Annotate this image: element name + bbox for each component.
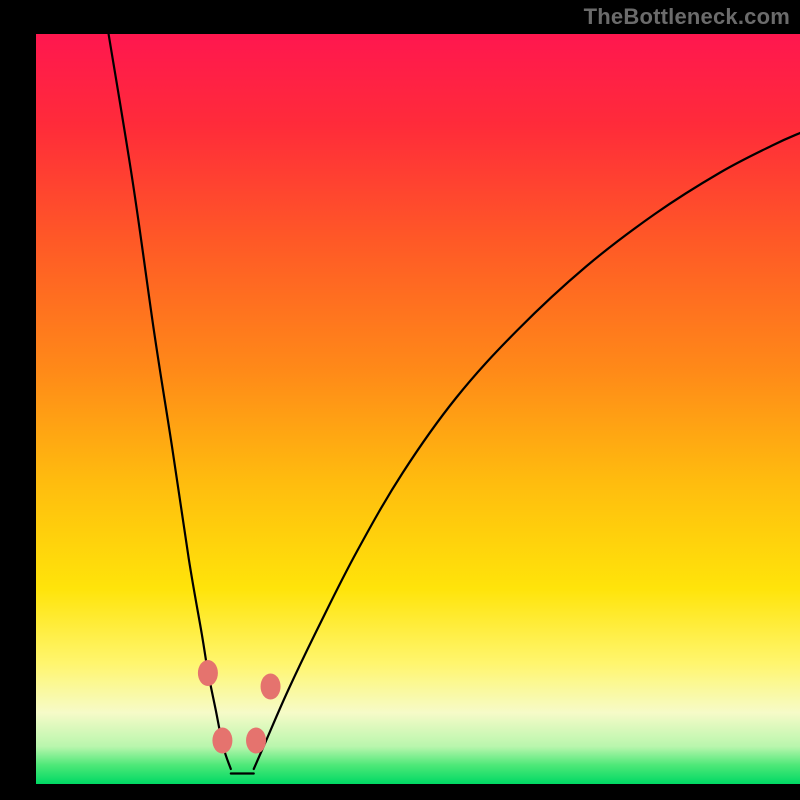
- marker-right-lower: [246, 728, 266, 754]
- watermark-text: TheBottleneck.com: [584, 4, 790, 30]
- marker-left-lower: [212, 728, 232, 754]
- marker-left-upper: [198, 660, 218, 686]
- gradient-background: [36, 34, 800, 784]
- chart-svg: [0, 0, 800, 800]
- marker-right-upper: [261, 674, 281, 700]
